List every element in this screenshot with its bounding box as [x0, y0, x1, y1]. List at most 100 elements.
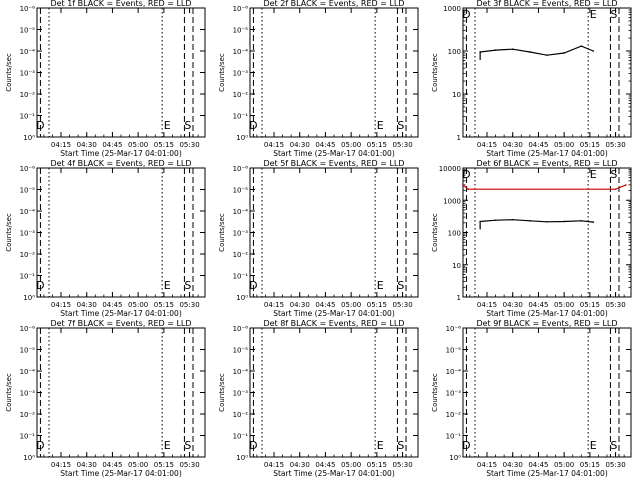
x-tick-label: 04:45 — [102, 141, 122, 149]
x-tick-label: 04:15 — [477, 141, 497, 149]
x-tick-label: 04:45 — [315, 461, 335, 469]
marker-letter-e: E — [590, 168, 597, 181]
x-tick-label: 05:15 — [154, 301, 174, 309]
marker-letter-d: D — [249, 439, 257, 452]
marker-letter-s: S — [184, 279, 191, 292]
x-tick-label: 05:00 — [341, 461, 361, 469]
x-tick-label: 04:30 — [503, 141, 523, 149]
y-tick-label: 10⁰ — [236, 134, 248, 142]
x-tick-label: 05:15 — [580, 461, 600, 469]
plot-frame — [36, 167, 206, 298]
y-tick-label: 100 — [448, 48, 461, 56]
x-tick-label: 04:30 — [290, 141, 310, 149]
series-black-point — [563, 220, 565, 223]
series-black-point — [529, 220, 531, 222]
x-axis-label: Start Time (25-Mar-17 04:01:00) — [486, 469, 608, 478]
series-black-point — [546, 54, 548, 56]
panel-det-2f: Det 2f BLACK = Events, RED = LLD 10⁰ 10⁻¹ 1… — [218, 0, 419, 158]
series-black-point — [580, 45, 583, 47]
x-tick-label: 05:00 — [554, 141, 574, 149]
y-tick-label: 10⁻³ — [20, 390, 36, 398]
y-tick-label: 10⁻⁴ — [20, 48, 36, 56]
y-tick-label: 10⁻⁴ — [20, 368, 36, 376]
x-tick-label: 05:30 — [179, 461, 199, 469]
panel-det-7f: Det 7f BLACK = Events, RED = LLD 10⁰ 10⁻¹ 1… — [5, 319, 206, 478]
series-red-point — [614, 188, 617, 191]
plot-frame — [36, 327, 206, 458]
marker-letter-d: D — [462, 8, 470, 21]
series-black-point — [546, 220, 548, 223]
x-tick-label: 04:45 — [528, 461, 548, 469]
series-black-point — [592, 221, 595, 223]
x-tick-label: 05:30 — [179, 301, 199, 309]
marker-letter-e: E — [377, 279, 384, 292]
series-black-point — [592, 50, 595, 52]
plot-frame — [462, 7, 632, 138]
x-tick-label: 04:45 — [315, 141, 335, 149]
panel-title: Det 6f BLACK = Events, RED = LLD — [476, 159, 617, 168]
y-tick-label: 10 — [452, 262, 461, 270]
y-tick-label: 10⁻¹ — [233, 273, 249, 281]
x-tick-label: 04:45 — [315, 301, 335, 309]
x-tick-label: 04:15 — [264, 141, 284, 149]
x-axis-label: Start Time (25-Mar-17 04:01:00) — [486, 309, 608, 318]
plot-frame — [36, 7, 206, 138]
x-axis-label: Start Time (25-Mar-17 04:01:00) — [60, 469, 182, 478]
y-tick-label: 10⁻¹ — [233, 113, 249, 121]
marker-letter-d: D — [36, 119, 44, 132]
x-tick-label: 05:30 — [179, 141, 199, 149]
marker-letter-d: D — [249, 279, 257, 292]
series-black-point — [580, 220, 583, 222]
panel-title: Det 5f BLACK = Events, RED = LLD — [263, 159, 404, 168]
y-tick-label: 100 — [448, 230, 461, 238]
x-tick-label: 05:30 — [392, 141, 412, 149]
x-tick-label: 04:30 — [77, 301, 97, 309]
y-tick-label: 10⁻⁴ — [233, 368, 249, 376]
marker-letter-s: S — [184, 439, 191, 452]
y-tick-label: 10⁻⁵ — [20, 187, 36, 195]
series-red-line — [462, 184, 627, 190]
x-tick-label: 04:45 — [528, 141, 548, 149]
panel-title: Det 7f BLACK = Events, RED = LLD — [50, 319, 191, 328]
x-tick-label: 04:45 — [102, 301, 122, 309]
y-tick-label: 10⁻⁶ — [446, 325, 462, 333]
marker-letter-s: S — [610, 439, 617, 452]
y-tick-label: 10⁻¹ — [20, 273, 36, 281]
series-black-point — [511, 48, 514, 51]
panel-title: Det 9f BLACK = Events, RED = LLD — [476, 319, 617, 328]
marker-letter-e: E — [377, 119, 384, 132]
y-axis-label: Counts/sec — [218, 53, 226, 92]
y-tick-label: 10⁻⁵ — [233, 27, 249, 35]
marker-letter-d: D — [462, 168, 470, 181]
plot-frame — [462, 327, 632, 458]
y-tick-label: 10000 — [439, 165, 461, 173]
series-red-point — [625, 184, 627, 186]
x-tick-label: 04:30 — [77, 141, 97, 149]
panel-title: Det 3f BLACK = Events, RED = LLD — [476, 0, 617, 8]
y-tick-label: 10⁰ — [449, 454, 461, 462]
marker-letter-s: S — [397, 119, 404, 132]
panel-det-6f: Det 6f BLACK = Events, RED = LLD 1 10 100 10… — [431, 159, 632, 318]
marker-letter-s: S — [397, 439, 404, 452]
x-tick-label: 05:00 — [341, 141, 361, 149]
y-tick-label: 10⁻⁵ — [20, 27, 36, 35]
y-tick-label: 10⁻⁵ — [446, 347, 462, 355]
x-tick-label: 04:45 — [528, 301, 548, 309]
y-axis-label: Counts/sec — [5, 373, 13, 412]
y-axis-label: Counts/sec — [431, 213, 439, 252]
y-tick-label: 10⁻² — [446, 411, 462, 419]
y-axis-label: Counts/sec — [431, 373, 439, 412]
panel-det-5f: Det 5f BLACK = Events, RED = LLD 10⁰ 10⁻¹ 1… — [218, 159, 419, 318]
x-tick-label: 04:30 — [290, 461, 310, 469]
x-tick-label: 04:30 — [503, 461, 523, 469]
y-tick-label: 10⁻⁵ — [20, 347, 36, 355]
y-tick-label: 10⁻² — [233, 411, 249, 419]
y-tick-label: 10⁻⁶ — [233, 325, 249, 333]
panel-det-8f: Det 8f BLACK = Events, RED = LLD 10⁰ 10⁻¹ 1… — [218, 319, 419, 478]
marker-letter-s: S — [610, 168, 617, 181]
marker-letter-e: E — [164, 439, 171, 452]
panel-title: Det 1f BLACK = Events, RED = LLD — [50, 0, 191, 8]
x-tick-label: 04:15 — [477, 461, 497, 469]
x-tick-label: 05:15 — [580, 301, 600, 309]
y-tick-label: 10⁻² — [233, 251, 249, 259]
